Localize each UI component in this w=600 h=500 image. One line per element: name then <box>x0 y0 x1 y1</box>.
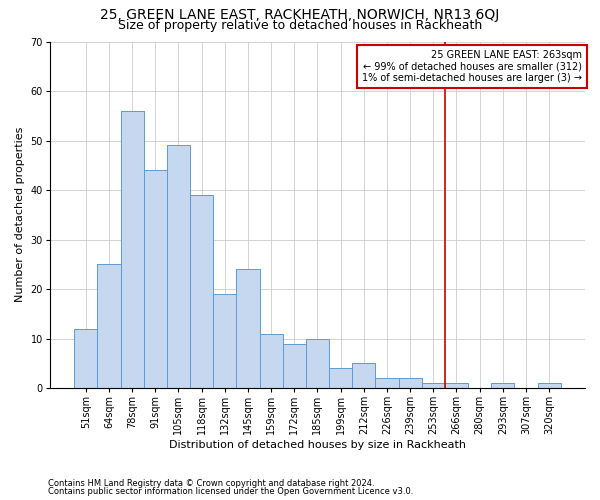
Bar <box>167 146 190 388</box>
Bar <box>143 170 167 388</box>
Bar <box>213 294 236 388</box>
Bar <box>538 383 560 388</box>
Text: 25, GREEN LANE EAST, RACKHEATH, NORWICH, NR13 6QJ: 25, GREEN LANE EAST, RACKHEATH, NORWICH,… <box>100 8 500 22</box>
Text: Size of property relative to detached houses in Rackheath: Size of property relative to detached ho… <box>118 19 482 32</box>
Bar <box>74 328 97 388</box>
Bar <box>97 264 121 388</box>
Bar <box>121 111 143 388</box>
Bar <box>283 344 306 388</box>
Bar <box>491 383 514 388</box>
Y-axis label: Number of detached properties: Number of detached properties <box>15 127 25 302</box>
Bar <box>422 383 445 388</box>
Text: 25 GREEN LANE EAST: 263sqm
← 99% of detached houses are smaller (312)
1% of semi: 25 GREEN LANE EAST: 263sqm ← 99% of deta… <box>362 50 583 84</box>
Bar <box>306 338 329 388</box>
Bar <box>352 364 376 388</box>
Bar <box>376 378 398 388</box>
Bar <box>260 334 283 388</box>
Bar <box>329 368 352 388</box>
Bar <box>190 195 213 388</box>
X-axis label: Distribution of detached houses by size in Rackheath: Distribution of detached houses by size … <box>169 440 466 450</box>
Text: Contains HM Land Registry data © Crown copyright and database right 2024.: Contains HM Land Registry data © Crown c… <box>48 478 374 488</box>
Bar <box>236 270 260 388</box>
Text: Contains public sector information licensed under the Open Government Licence v3: Contains public sector information licen… <box>48 487 413 496</box>
Bar <box>398 378 422 388</box>
Bar <box>445 383 468 388</box>
